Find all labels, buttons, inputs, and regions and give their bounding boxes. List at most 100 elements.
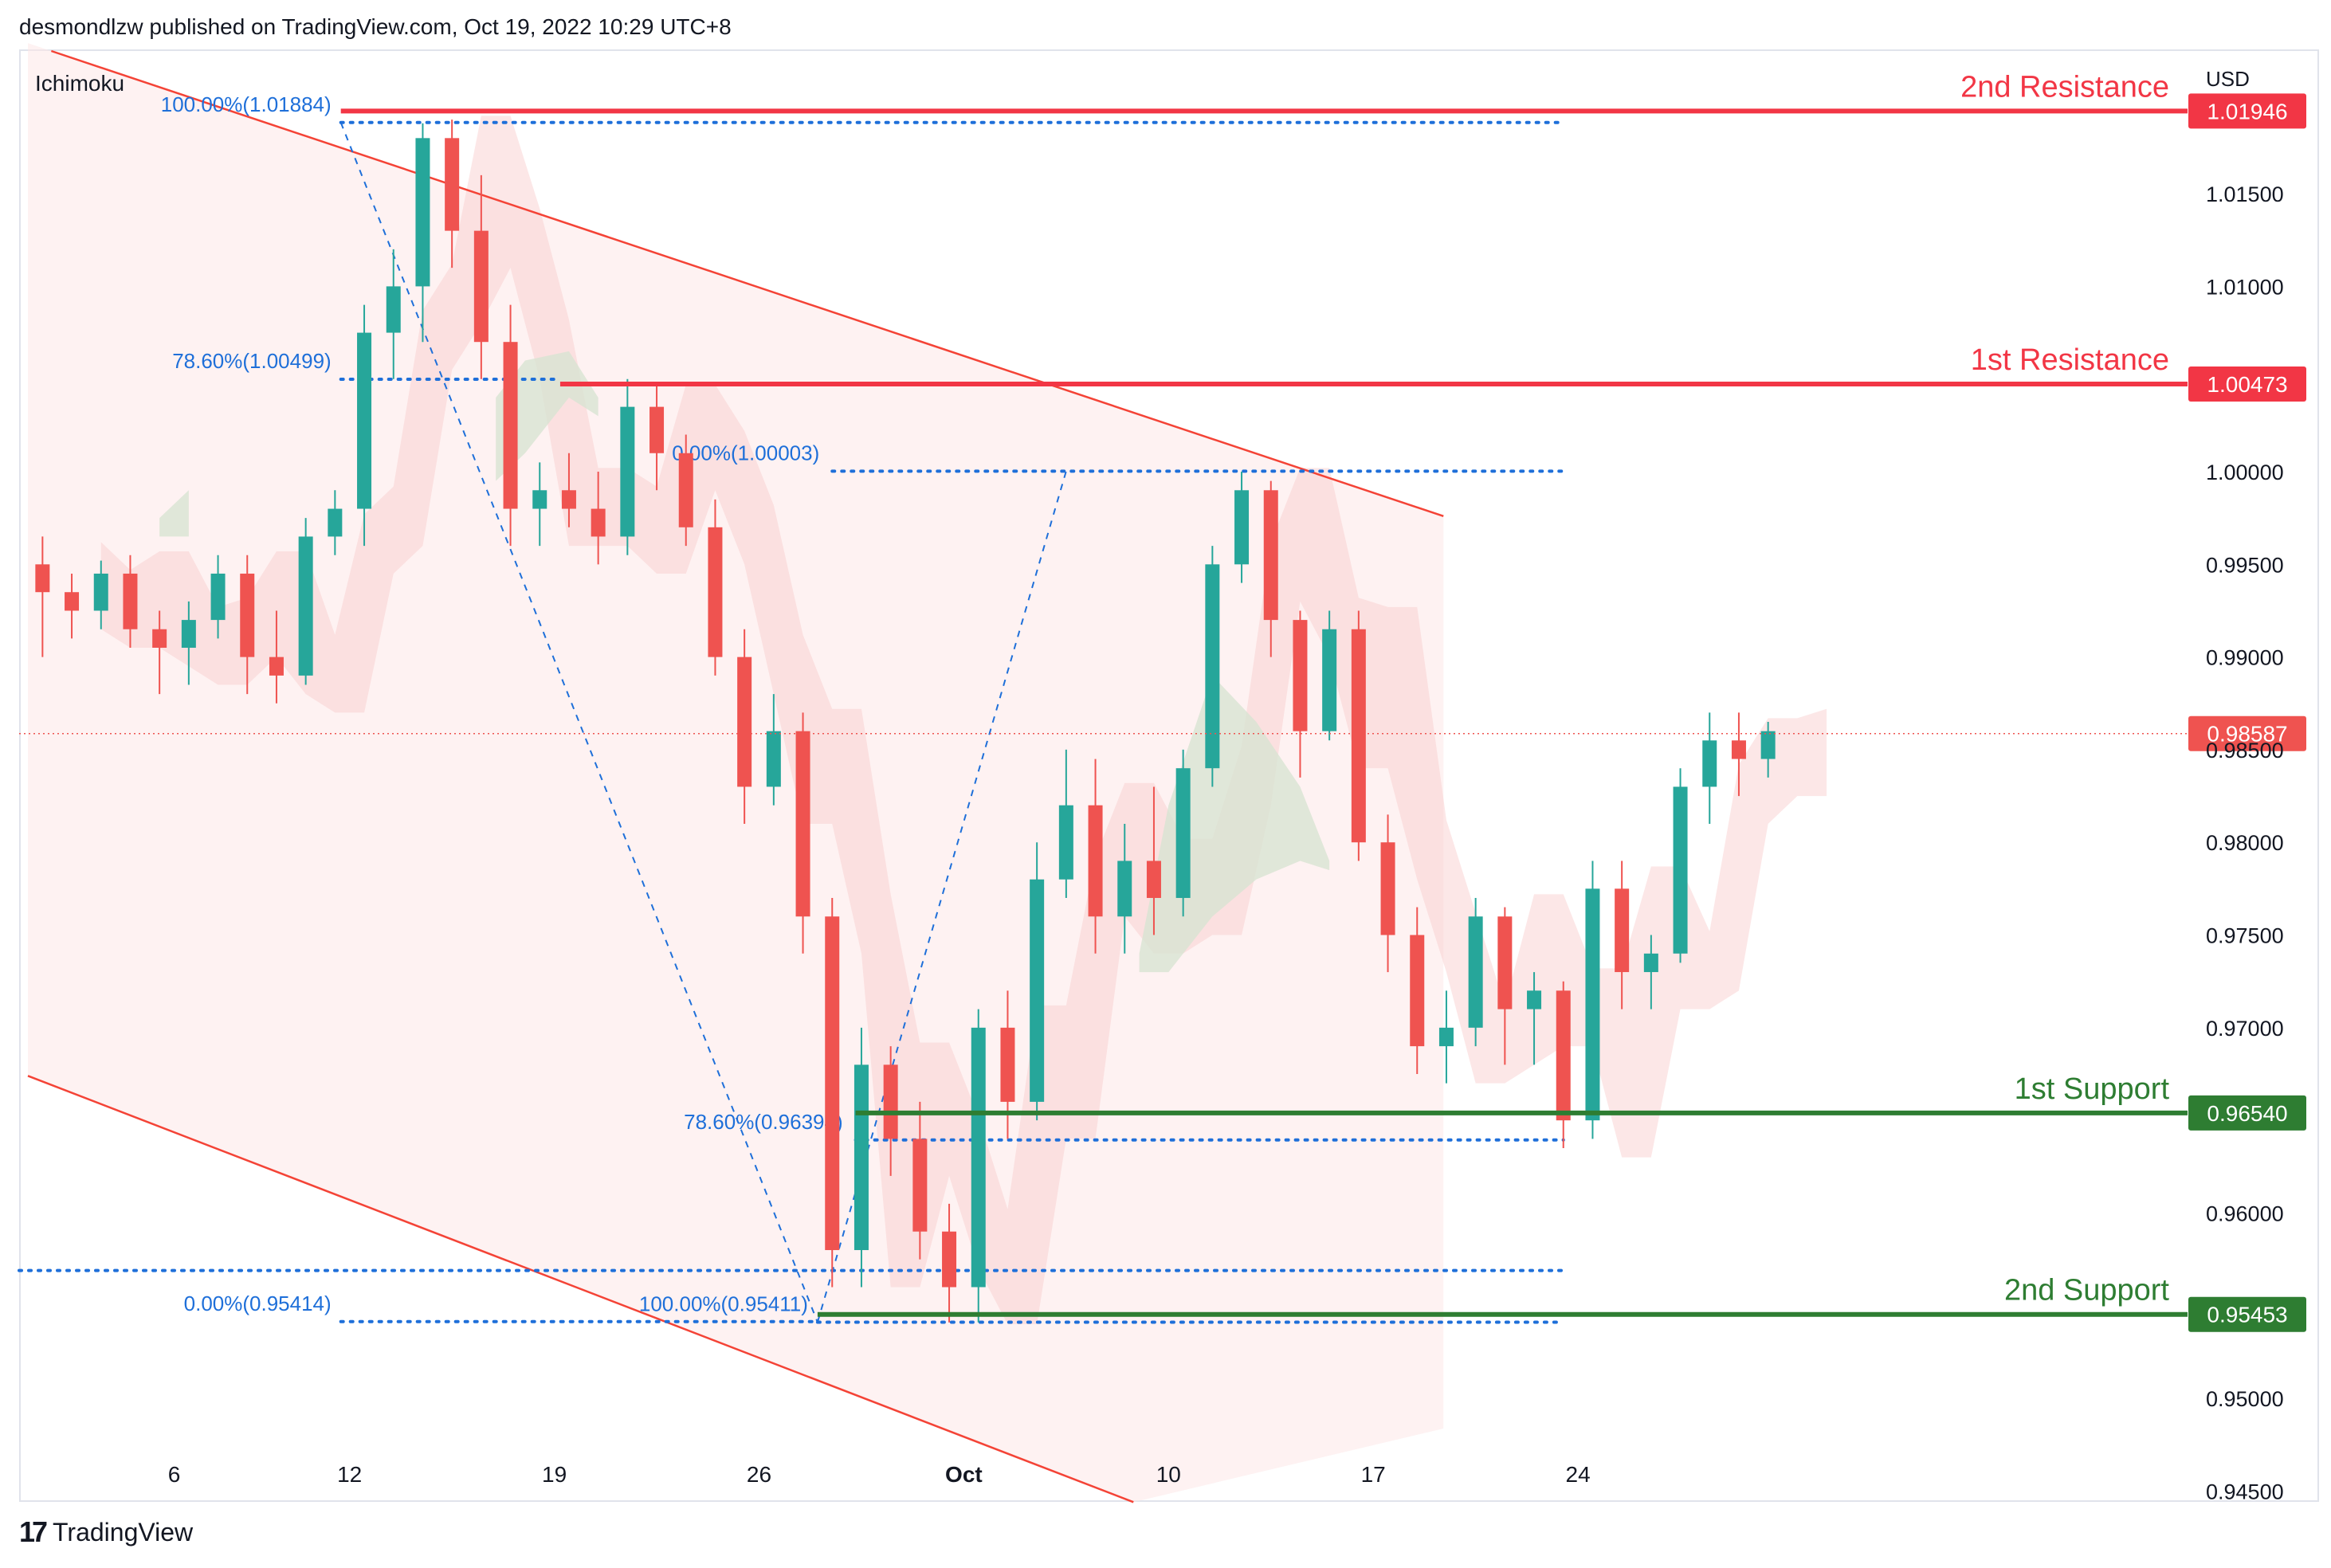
price-tag [2188,1296,2306,1332]
y-tick-label: 1.01000 [2206,275,2284,299]
candle-body [269,657,284,676]
candle-body [561,490,576,509]
candle-body [93,573,108,611]
candle-body [1146,860,1161,899]
candle-body [1643,953,1658,973]
candle-body [298,536,313,676]
candle-body [1410,935,1425,1047]
candle-body [152,629,167,648]
candle-body [503,342,518,509]
channel-fill [28,43,1444,1503]
x-tick-label: 19 [542,1462,567,1487]
price-tag [2188,93,2306,129]
candle-body [1293,620,1308,731]
publisher-line: desmondlzw published on TradingView.com,… [19,14,732,39]
candles-layer [35,120,1776,1323]
candle-body [181,620,196,648]
candle-body [415,138,430,287]
candle-body [1088,805,1103,917]
candle-body [1468,916,1483,1028]
candle-body [1000,1027,1015,1102]
y-tick-label: 0.98500 [2206,739,2284,762]
bullish-cloud-0 [159,490,189,537]
axis-layer: 1.01500 1.01000 0.99500 0.99000 0.98500 0.980… [168,182,2284,1503]
tradingview-logo-text: TradingView [53,1517,194,1546]
y-tick-label: 0.98000 [2206,831,2284,855]
fib-diagonal-down [339,122,818,1323]
x-tick-label: Oct [945,1462,983,1487]
candle-body [795,731,810,917]
y-tick-label: 0.97000 [2206,1017,2284,1041]
candle-body [328,508,343,537]
x-tick-label: 26 [747,1462,771,1487]
tradingview-logo-icon: 17 [19,1515,48,1548]
candle-body [737,657,752,787]
bearish-cloud [100,116,1827,1325]
candle-body [971,1027,986,1288]
x-tick-label: 24 [1566,1462,1591,1487]
last-price-tag [2188,715,2306,751]
fib-label: 0.00%(0.95414) [184,1292,332,1315]
y-tick-label: 1.01500 [2206,182,2284,206]
price-tag-text: 0.95453 [2207,1303,2287,1327]
candle-body [1673,786,1688,954]
price-tag-text: 1.00473 [2207,372,2287,397]
candle-body [35,564,50,593]
y-tick-label: 0.96000 [2206,1201,2284,1225]
y-tick-label: 0.99000 [2206,646,2284,670]
x-tick-label: 12 [337,1462,362,1487]
candle-body [883,1064,898,1139]
candle-body [1702,740,1717,787]
candle-body [1322,629,1337,731]
candle-body [357,332,372,509]
indicator-label: Ichimoku [35,71,124,96]
y-tick-label: 0.95000 [2206,1387,2284,1411]
candle-body [1205,564,1220,769]
candle-body [123,573,138,629]
y-tick-label: 0.97500 [2206,924,2284,948]
y-tick-label: 1.00000 [2206,461,2284,484]
y-tick-label: 0.94500 [2206,1480,2284,1503]
candle-body [1058,805,1073,880]
y-tick-label: 0.99500 [2206,553,2284,577]
candle-body [591,508,606,537]
candle-body [1380,842,1395,935]
candle-body [766,731,781,787]
price-tag [2188,366,2306,402]
x-tick-label: 10 [1156,1462,1181,1487]
channel-lower-line [27,1075,1134,1503]
candle-body [1760,731,1776,759]
fib-label: 0.00%(1.00003) [672,441,819,465]
fib-label: 100.00%(1.01884) [161,92,332,116]
candle-body [942,1231,957,1288]
candle-body [1556,990,1571,1121]
tradingview-logo[interactable]: 17 TradingView [19,1515,193,1549]
fibonacci-layer: 100.00%(1.01884) 78.60%(1.00499) 0.00%(1.0… [18,92,1565,1324]
candle-body [386,286,401,333]
candle-body [1731,740,1746,759]
price-tag [2188,1095,2306,1131]
candle-body [1234,490,1250,565]
candle-body [620,406,635,537]
background-layer [28,43,1444,1503]
candle-body [473,230,489,343]
chart-frame [19,49,2319,1502]
candle-body [854,1064,869,1250]
fib-label: 78.60%(1.00499) [172,349,331,373]
candle-body [1585,888,1600,1121]
candle-body [708,527,723,657]
candle-body [445,138,460,231]
candle-body [240,573,255,657]
candle-body [532,490,547,509]
candle-body [825,916,840,1250]
candle-body [678,453,693,527]
fib-label: 100.00%(0.95411) [639,1292,808,1315]
fib-label: 78.60%(0.96394) [684,1110,842,1134]
candle-body [1615,888,1630,973]
last-price-tag-text: 0.98587 [2207,722,2287,747]
candle-body [1351,629,1366,843]
price-tag-text: 1.01946 [2207,99,2287,123]
candle-body [649,406,665,453]
candle-body [1263,490,1278,621]
